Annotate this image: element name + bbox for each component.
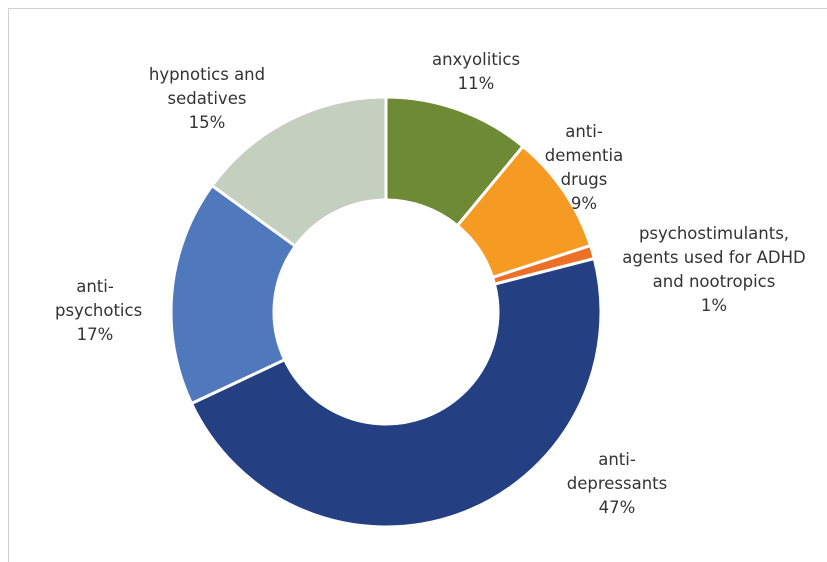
data-label: anti-depressants 47% (562, 448, 672, 520)
value-label: 1% (700, 296, 728, 315)
data-label: anti-dementia drugs 9% (529, 120, 639, 216)
data-label: psychostimulants, agents used for ADHD a… (619, 222, 809, 318)
category-label: psychostimulants, agents used for ADHD a… (622, 224, 806, 291)
donut-segment (189, 256, 603, 529)
category-label: anxyolitics (431, 50, 521, 69)
value-label: 47% (598, 498, 636, 517)
data-label: anxyolitics 11% (416, 48, 536, 96)
category-label: anti-dementia drugs (544, 122, 624, 189)
data-label: anti-psychotics 17% (55, 275, 143, 347)
category-label: hypnotics and sedatives (148, 65, 266, 108)
value-label: 17% (76, 325, 114, 344)
data-label: hypnotics and sedatives 15% (127, 63, 287, 135)
category-label: anti-psychotics (55, 277, 143, 320)
value-label: 15% (188, 113, 226, 132)
value-label: 11% (457, 74, 495, 93)
value-label: 9% (570, 194, 598, 213)
category-label: anti-depressants (566, 450, 668, 493)
donut-segment (169, 183, 298, 406)
donut-segment (209, 95, 388, 249)
